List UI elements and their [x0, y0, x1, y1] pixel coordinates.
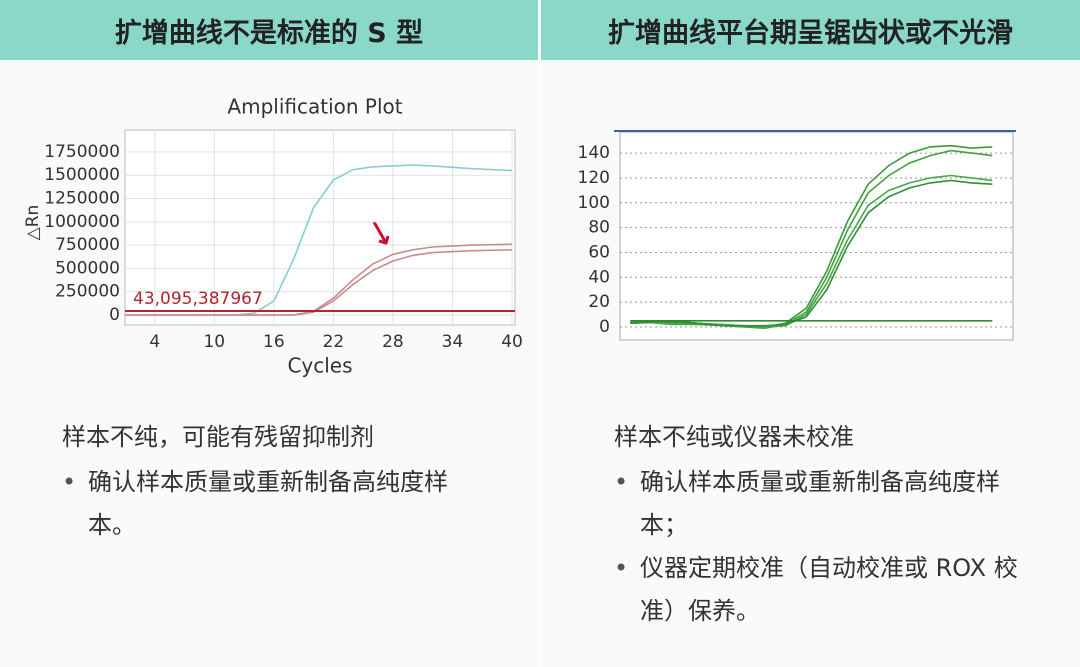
x-tick-label: 10: [203, 332, 225, 352]
plot-area: [619, 131, 1014, 341]
x-tick-label: 16: [263, 332, 285, 352]
y-tick-label: 20: [588, 292, 610, 312]
bullet-list: 确认样本质量或重新制备高纯度样本；仪器定期校准（自动校准或 ROX 校准）保养。: [614, 461, 1034, 633]
x-tick-label: 34: [442, 332, 464, 352]
y-tick-label: 0: [109, 305, 120, 325]
x-tick-label: 40: [501, 332, 523, 352]
series-line: [125, 243, 513, 316]
x-tick-label: 4: [149, 332, 160, 352]
chart-title: Amplification Plot: [227, 95, 402, 119]
series-line: [630, 149, 993, 330]
y-tick-label: 100: [578, 193, 610, 213]
y-tick-label: 120: [578, 168, 610, 188]
y-tick-label: 40: [588, 267, 610, 287]
bullet: 仪器定期校准（自动校准或 ROX 校准）保养。: [614, 547, 1034, 633]
y-tick-label: 500000: [55, 258, 120, 278]
x-axis-label: Cycles: [287, 354, 352, 378]
series-line: [630, 179, 993, 327]
arrow: [372, 221, 390, 245]
y-tick-label: 140: [578, 143, 610, 163]
x-tick-label: 28: [382, 332, 404, 352]
y-axis-label: △Rn: [23, 205, 43, 241]
problem-text: 样本不纯，可能有残留抑制剂: [62, 423, 374, 451]
y-tick-label: 1250000: [44, 189, 120, 209]
y-tick-label: 750000: [55, 235, 120, 255]
plot-area: [124, 129, 516, 326]
bullet: 确认样本质量或重新制备高纯度样本。: [62, 461, 492, 547]
y-tick-label: 1500000: [44, 165, 120, 185]
threshold-label: 43,095,387967: [133, 289, 263, 309]
y-tick-label: 0: [599, 317, 610, 337]
y-tick-label: 80: [588, 218, 610, 238]
panel-header: 扩增曲线平台期呈锯齿状或不光滑: [541, 0, 1080, 60]
x-tick-label: 22: [323, 332, 345, 352]
y-tick-label: 1000000: [44, 212, 120, 232]
problem-text: 样本不纯或仪器未校准: [614, 423, 854, 451]
panel-header: 扩增曲线不是标准的 S 型: [0, 0, 538, 60]
y-tick-label: 1750000: [44, 142, 120, 162]
y-tick-label: 250000: [55, 282, 120, 302]
bullet: 确认样本质量或重新制备高纯度样本；: [614, 461, 1034, 547]
divider: [538, 0, 541, 667]
bullet-list: 确认样本质量或重新制备高纯度样本。: [62, 461, 492, 547]
y-tick-label: 60: [588, 242, 610, 262]
